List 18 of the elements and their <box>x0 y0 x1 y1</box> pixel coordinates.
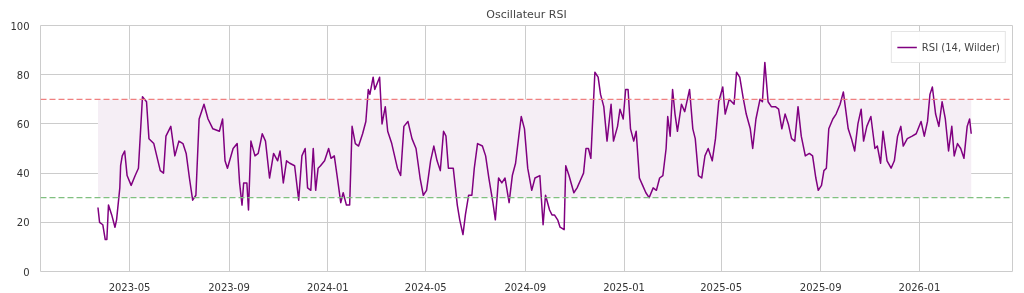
x-tick-label: 2025-05 <box>700 281 743 293</box>
y-tick-label: 40 <box>16 168 30 180</box>
x-tick-label: 2025-09 <box>799 281 842 293</box>
x-tick-label: 2025-01 <box>603 281 645 293</box>
legend-label: RSI (14, Wilder) <box>921 41 1000 53</box>
y-tick-label: 20 <box>16 217 30 229</box>
x-tick-label: 2024-09 <box>504 281 547 293</box>
x-tick-label: 2024-01 <box>306 281 349 293</box>
x-tick-label: 2026-01 <box>898 281 941 293</box>
x-tick-label: 2023-09 <box>208 281 250 293</box>
y-tick-label: 0 <box>23 266 30 278</box>
y-tick-label: 80 <box>16 69 30 81</box>
y-tick-label: 60 <box>16 118 30 130</box>
chart-title: Oscillateur RSI <box>486 7 567 21</box>
x-tick-label: 2023-05 <box>108 281 151 293</box>
x-tick-label: 2024-05 <box>404 281 447 293</box>
line-series <box>97 61 972 241</box>
y-tick-label: 100 <box>10 20 30 32</box>
